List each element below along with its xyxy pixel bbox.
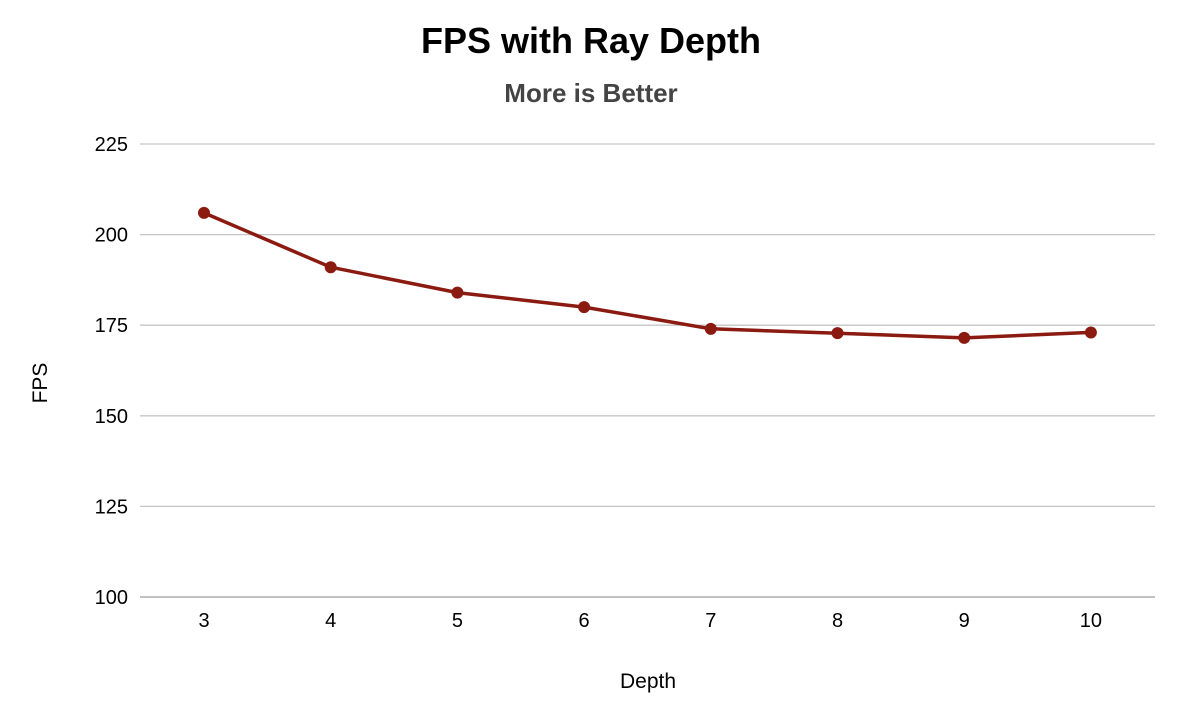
x-axis-title: Depth <box>620 670 676 693</box>
y-axis: 100 125 150 175 200 225 <box>95 134 128 609</box>
data-point <box>451 286 464 299</box>
x-tick-label: 10 <box>1080 610 1102 632</box>
series-group <box>198 206 1097 344</box>
y-tick-label: 225 <box>95 134 128 156</box>
x-axis: 3 4 5 6 7 8 9 10 <box>198 610 1102 632</box>
gridlines <box>140 143 1155 598</box>
x-tick-label: 4 <box>325 610 336 632</box>
chart-subtitle: More is Better <box>504 78 678 108</box>
data-point <box>831 327 844 340</box>
data-point <box>958 331 971 344</box>
y-axis-title: FPS <box>29 363 52 404</box>
data-point <box>324 261 337 274</box>
chart-title: FPS with Ray Depth <box>420 20 762 61</box>
x-tick-label: 9 <box>959 610 970 632</box>
data-point <box>704 322 717 335</box>
x-tick-label: 7 <box>705 610 716 632</box>
data-point <box>578 301 591 314</box>
x-tick-label: 5 <box>452 610 463 632</box>
y-tick-label: 200 <box>95 225 128 247</box>
y-tick-label: 125 <box>95 496 128 518</box>
x-tick-label: 8 <box>832 610 843 632</box>
y-tick-label: 150 <box>95 406 128 428</box>
data-point <box>198 206 210 219</box>
x-tick-label: 6 <box>579 610 590 632</box>
y-tick-label: 100 <box>95 587 128 609</box>
series-line <box>202 211 1093 340</box>
x-tick-label: 3 <box>198 610 209 632</box>
y-tick-label: 175 <box>95 315 128 337</box>
data-point <box>1084 326 1097 339</box>
